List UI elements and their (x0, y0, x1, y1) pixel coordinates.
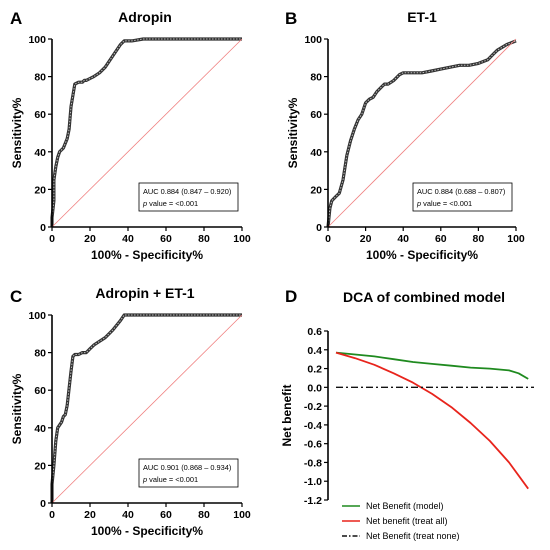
y-tick-label: 0 (40, 498, 46, 510)
legend-label: Net Benefit (treat none) (366, 531, 460, 541)
y-tick-label: 0 (40, 222, 46, 234)
p-rest: value = <0.001 (147, 199, 198, 208)
chart-title: DCA of combined model (343, 289, 505, 305)
auc-text: AUC 0.884 (0.847 – 0.920) (143, 187, 231, 196)
y-tick-label: 20 (34, 184, 46, 196)
y-tick-label: 20 (310, 184, 322, 196)
x-tick-label: 20 (84, 509, 96, 521)
x-tick-label: 100 (233, 233, 251, 245)
y-axis-label: Net benefit (280, 384, 294, 446)
x-axis-label: 100% - Specificity% (91, 524, 203, 538)
y-tick-label: 40 (310, 147, 322, 159)
panel-c: C Adropin + ET-1 0 20 40 60 80 100 0 20 40 60 80 100 1… (10, 285, 251, 538)
x-axis-label: 100% - Specificity% (366, 248, 478, 262)
reference-line (327, 38, 517, 228)
panel-letter: D (285, 287, 297, 306)
y-tick-label: 80 (34, 348, 46, 360)
auc-box (412, 182, 513, 212)
panel-d: D DCA of combined model 0.6 0.4 0.2 0.0 -0.2 -0… (280, 287, 534, 541)
y-tick-label: -0.2 (304, 401, 322, 413)
roc-curve-highlight (51, 314, 242, 503)
legend-label: Net benefit (treat all) (366, 516, 448, 526)
p-value-text: p value = <0.001 (142, 199, 198, 208)
y-tick-label: 80 (310, 72, 322, 84)
y-tick-label: 0.2 (307, 364, 322, 376)
chart-title: Adropin (118, 9, 172, 25)
p-symbol: p (142, 199, 147, 208)
y-tick-label: -1.0 (304, 476, 322, 488)
y-tick-label: 60 (310, 109, 322, 121)
x-tick-label: 60 (160, 509, 172, 521)
y-tick-label: 80 (34, 72, 46, 84)
x-tick-label: 0 (325, 233, 331, 245)
y-tick-label: 60 (34, 385, 46, 397)
p-value-text: p value = <0.001 (416, 199, 472, 208)
y-tick-label: 20 (34, 460, 46, 472)
panel-b: B ET-1 0 20 40 60 80 100 0 20 40 60 80 100 100% - Spec… (285, 9, 525, 262)
x-tick-label: 40 (122, 233, 134, 245)
y-tick-label: -1.2 (304, 495, 322, 507)
x-tick-label: 20 (84, 233, 96, 245)
x-tick-label: 80 (198, 233, 210, 245)
auc-box (138, 458, 239, 488)
panel-letter: A (10, 9, 22, 28)
panel-a: A Adropin 0 20 40 60 80 100 0 20 40 60 80 100 100% - S… (10, 9, 251, 262)
legend-label: Net Benefit (model) (366, 501, 444, 511)
x-tick-label: 0 (49, 233, 55, 245)
x-axis-label: 100% - Specificity% (91, 248, 203, 262)
dca-line (335, 351, 529, 380)
x-tick-label: 100 (233, 509, 251, 521)
p-rest: value = <0.001 (147, 475, 198, 484)
y-axis-label: Sensitivity% (10, 373, 24, 444)
p-symbol: p (416, 199, 421, 208)
auc-box (138, 182, 239, 212)
y-tick-label: 100 (304, 34, 322, 46)
roc-curve-highlight (51, 38, 242, 227)
y-tick-label: 0.6 (307, 326, 322, 338)
reference-line (51, 38, 243, 228)
roc-curve-highlight (327, 40, 517, 228)
y-tick-label: -0.4 (304, 420, 322, 432)
p-rest: value = <0.001 (421, 199, 472, 208)
x-tick-label: 80 (473, 233, 485, 245)
y-tick-label: 60 (34, 109, 46, 121)
x-tick-label: 60 (435, 233, 447, 245)
y-axis-label: Sensitivity% (286, 97, 300, 168)
p-value-text: p value = <0.001 (142, 475, 198, 484)
y-tick-label: 0.0 (307, 382, 322, 394)
x-tick-label: 80 (198, 509, 210, 521)
y-tick-label: 0 (316, 222, 322, 234)
x-tick-label: 100 (507, 233, 525, 245)
y-tick-label: 0.4 (307, 345, 322, 357)
y-tick-label: -0.6 (304, 439, 322, 451)
panel-letter: B (285, 9, 297, 28)
y-axis-label: Sensitivity% (10, 97, 24, 168)
auc-text: AUC 0.901 (0.868 – 0.934) (143, 463, 231, 472)
panel-letter: C (10, 287, 22, 306)
x-tick-label: 40 (397, 233, 409, 245)
chart-title: ET-1 (407, 9, 437, 25)
y-tick-label: 40 (34, 423, 46, 435)
p-symbol: p (142, 475, 147, 484)
y-tick-label: 40 (34, 147, 46, 159)
x-tick-label: 0 (49, 509, 55, 521)
x-tick-label: 60 (160, 233, 172, 245)
x-tick-label: 40 (122, 509, 134, 521)
chart-title: Adropin + ET-1 (95, 285, 194, 301)
x-tick-label: 20 (360, 233, 372, 245)
dca-line (335, 351, 529, 490)
y-tick-label: -0.8 (304, 457, 322, 469)
y-tick-label: 100 (28, 34, 46, 46)
y-tick-label: 100 (28, 310, 46, 322)
reference-line (51, 314, 243, 504)
auc-text: AUC 0.884 (0.688 – 0.807) (417, 187, 505, 196)
